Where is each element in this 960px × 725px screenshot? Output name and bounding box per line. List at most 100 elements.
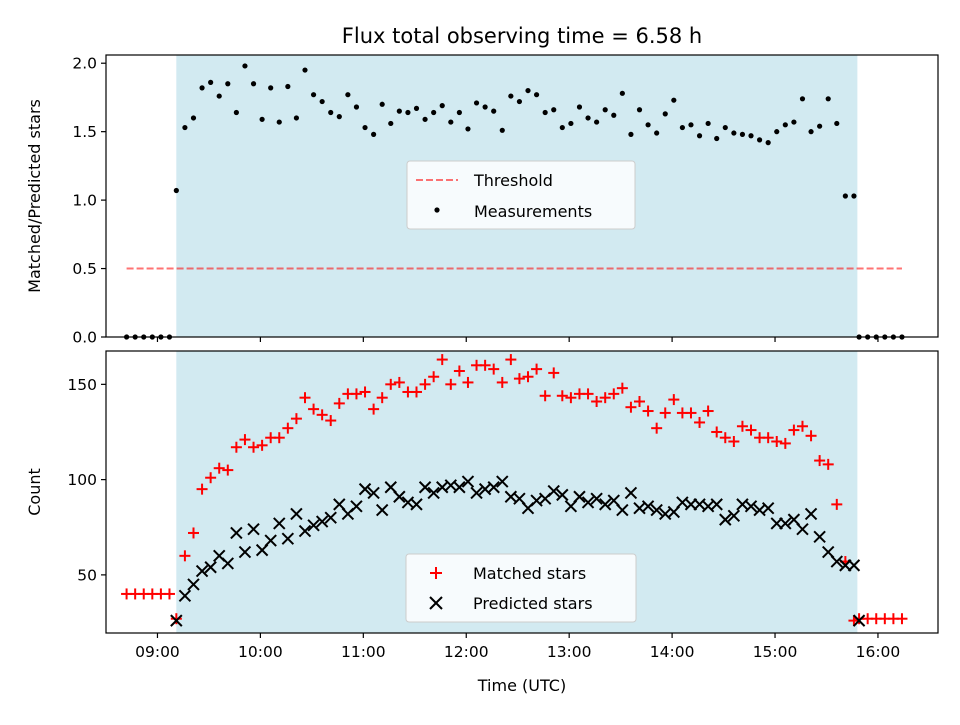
predicted-star-point	[187, 578, 200, 591]
predicted-star-point	[710, 498, 723, 511]
measurement-point	[525, 87, 531, 94]
predicted-star-point	[410, 498, 423, 511]
matched-star-point	[522, 371, 534, 383]
matched-star-point	[779, 437, 791, 449]
matched-star-point	[659, 407, 671, 419]
measurement-point	[413, 105, 420, 111]
predicted-star-point	[727, 509, 741, 523]
predicted-star-point	[650, 503, 663, 517]
predicted-star-point	[719, 513, 732, 526]
measurement-point	[508, 93, 514, 99]
matched-star-point	[668, 394, 680, 406]
measurement-point	[542, 109, 548, 116]
measurement-point	[491, 108, 497, 114]
measurement-point	[714, 135, 720, 142]
matched-star-point	[728, 436, 740, 448]
measurement-point	[568, 120, 574, 127]
measurement-point	[173, 187, 179, 194]
measurement-point	[302, 67, 308, 73]
matched-star-point	[771, 436, 783, 448]
measurement-point	[688, 122, 694, 128]
matched-legend-label: Matched stars	[473, 564, 586, 583]
measurements-legend-swatch	[434, 207, 440, 213]
matched-star-point	[642, 405, 654, 417]
matched-star-point	[462, 376, 474, 388]
x-tick-label: 14:00	[650, 643, 695, 661]
measurement-point	[473, 100, 480, 106]
matched-star-point	[187, 527, 199, 539]
y-tick-label: 0.0	[72, 329, 97, 347]
measurement-point	[619, 90, 625, 96]
matched-star-point	[848, 615, 860, 627]
measurement-point	[431, 109, 437, 116]
predicted-star-point	[744, 500, 758, 513]
matched-star-point	[179, 550, 191, 562]
matched-star-point	[230, 441, 242, 453]
measurement-point	[825, 96, 831, 102]
matched-star-point	[822, 458, 834, 470]
measurement-point	[782, 122, 788, 128]
measurement-point	[731, 130, 737, 136]
measurement-point	[285, 83, 291, 90]
y-tick-label: 2.0	[72, 55, 97, 73]
measurement-point	[765, 140, 771, 146]
measurement-point	[722, 124, 728, 131]
predicted-star-point	[238, 545, 252, 559]
measurement-point	[748, 133, 754, 139]
matched-star-point	[616, 382, 628, 394]
measurement-point	[499, 127, 505, 133]
measurement-point	[851, 193, 857, 199]
measurement-point	[774, 129, 780, 135]
matched-star-point	[634, 395, 646, 407]
predicted-star-point	[641, 500, 655, 513]
matched-star-point	[796, 420, 808, 432]
predicted-star-point	[195, 564, 209, 578]
matched-star-point	[496, 376, 508, 388]
x-tick-label: 10:00	[238, 643, 283, 661]
matched-star-point	[222, 464, 234, 476]
matched-star-point	[163, 588, 175, 600]
measurement-point	[199, 85, 205, 91]
matched-star-point	[719, 432, 731, 444]
matched-star-point	[359, 386, 371, 398]
measurement-point	[422, 116, 428, 122]
predicted-star-point	[616, 503, 629, 517]
measurement-point	[310, 92, 317, 98]
predicted-star-point	[573, 490, 586, 503]
matched-star-point	[896, 613, 908, 625]
matched-star-point	[428, 371, 440, 383]
x-tick-label: 13:00	[547, 643, 592, 661]
matched-star-point	[565, 392, 577, 404]
predicted-legend-label: Predicted stars	[473, 594, 593, 613]
measurement-point	[808, 129, 814, 135]
measurement-point	[345, 92, 351, 98]
top-legend-box	[406, 160, 636, 230]
top-legend: Threshold Measurements	[406, 160, 636, 230]
measurement-point	[448, 119, 454, 125]
predicted-star-point	[804, 507, 818, 521]
matched-star-point	[239, 434, 251, 446]
measurement-point	[671, 97, 677, 103]
measurement-point	[842, 193, 848, 199]
measurement-point	[756, 137, 763, 143]
bottom-x-ticks: 09:00 10:00 11:00 12:00 13:00 14:00 15:00 16:00	[135, 633, 900, 661]
predicted-star-point	[547, 484, 560, 498]
matched-star-point	[290, 413, 302, 425]
predicted-star-point	[178, 589, 192, 603]
bottom-panel-frame	[105, 350, 939, 634]
measurement-point	[654, 130, 660, 136]
measurement-point	[396, 108, 402, 114]
measurement-point	[739, 131, 746, 137]
measurement-point	[268, 85, 274, 91]
matched-star-point	[350, 388, 362, 400]
matched-star-point	[368, 403, 380, 415]
matched-star-point	[745, 424, 757, 436]
matched-star-point	[256, 439, 268, 451]
bottom-y-axis-label: Count	[25, 468, 44, 516]
measurement-point	[551, 107, 557, 113]
y-tick-label: 50	[77, 566, 97, 584]
measurement-point	[242, 63, 248, 69]
predicted-star-point	[324, 511, 337, 524]
matched-star-point	[625, 401, 637, 413]
measurement-point	[250, 81, 257, 87]
